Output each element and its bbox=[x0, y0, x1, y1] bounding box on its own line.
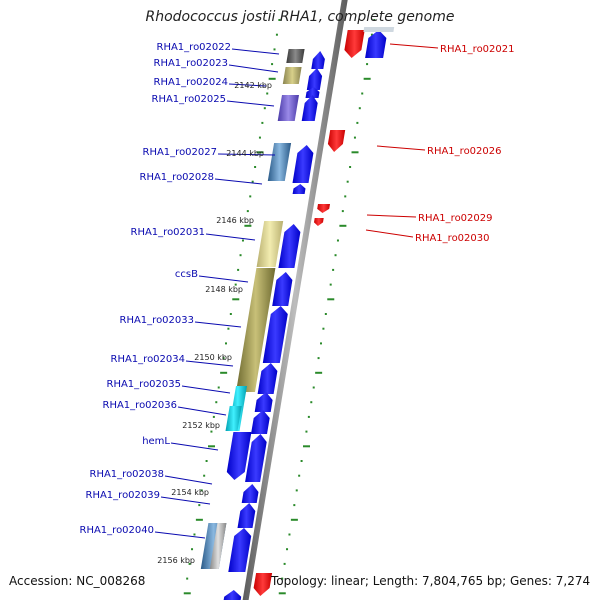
gene-arrow bbox=[241, 484, 259, 503]
gene-arrow bbox=[365, 30, 387, 58]
gene-arrow bbox=[306, 68, 323, 90]
kbp-tick-label: 2154 kbp bbox=[171, 488, 209, 497]
gene-arrow bbox=[253, 573, 273, 596]
gene-feature-block bbox=[256, 221, 284, 267]
page-title: Rhodococcus jostii RHA1, complete genome bbox=[145, 9, 455, 25]
gene-label-plus: RHA1_ro02026 bbox=[427, 146, 502, 157]
gene-label-leader bbox=[231, 48, 280, 55]
gene-arrow bbox=[327, 130, 346, 152]
gene-feature-block bbox=[209, 523, 227, 569]
gene-label-leader bbox=[181, 385, 231, 394]
gene-label-minus: RHA1_ro02031 bbox=[131, 227, 206, 238]
gene-label-leader bbox=[160, 496, 211, 505]
gene-label-leader bbox=[177, 406, 227, 416]
gene-label-plus: RHA1_ro02021 bbox=[440, 44, 515, 55]
gene-label-minus: RHA1_ro02022 bbox=[157, 42, 232, 53]
gene-arrow bbox=[311, 51, 325, 69]
gene-label-leader bbox=[185, 360, 234, 367]
gene-arrow bbox=[245, 434, 267, 482]
gene-label-leader bbox=[214, 178, 263, 185]
gene-label-minus: RHA1_ro02039 bbox=[86, 490, 161, 501]
gene-label-leader bbox=[164, 475, 213, 485]
gene-label-leader bbox=[205, 233, 256, 241]
gene-feature-block bbox=[277, 95, 299, 121]
gene-label-leader bbox=[389, 43, 439, 49]
gene-label-minus: RHA1_ro02028 bbox=[140, 172, 215, 183]
gene-arrow bbox=[262, 306, 288, 363]
kbp-tick-label: 2156 kbp bbox=[157, 556, 195, 565]
gene-label-minus: RHA1_ro02025 bbox=[152, 94, 227, 105]
gene-arrow bbox=[305, 87, 320, 98]
gene-label-leader bbox=[198, 275, 249, 283]
gene-arrow bbox=[272, 272, 293, 306]
gene-arrow bbox=[292, 184, 306, 194]
gene-arrow bbox=[301, 95, 318, 121]
genome-backbone bbox=[242, 0, 348, 600]
kbp-tick-label: 2144 kbp bbox=[226, 149, 264, 158]
gene-label-leader bbox=[217, 153, 276, 156]
kbp-tick-label: 2142 kbp bbox=[234, 81, 272, 90]
kbp-tick-label: 2150 kbp bbox=[194, 353, 232, 362]
gene-arrow bbox=[226, 432, 252, 480]
gene-label-leader bbox=[154, 531, 206, 539]
gene-arrow bbox=[251, 410, 270, 434]
gene-label-minus: RHA1_ro02036 bbox=[103, 400, 178, 411]
gene-label-minus: RHA1_ro02023 bbox=[154, 58, 229, 69]
gene-feature-block bbox=[363, 27, 395, 32]
gene-label-leader bbox=[170, 442, 219, 451]
gene-feature-block bbox=[282, 67, 302, 84]
gene-label-leader bbox=[226, 100, 275, 107]
gene-feature-block bbox=[225, 406, 242, 431]
gene-arrow bbox=[228, 528, 252, 572]
gene-label-leader bbox=[365, 229, 414, 238]
gene-label-plus: RHA1_ro02029 bbox=[418, 213, 493, 224]
gene-label-minus: RHA1_ro02035 bbox=[107, 379, 182, 390]
gene-label-minus: RHA1_ro02038 bbox=[90, 469, 165, 480]
gene-arrow bbox=[344, 30, 365, 58]
gene-label-minus: RHA1_ro02024 bbox=[154, 77, 229, 88]
gene-label-leader bbox=[376, 145, 426, 151]
kbp-tick-label: 2152 kbp bbox=[182, 421, 220, 430]
gene-arrow bbox=[278, 224, 301, 268]
gene-arrow bbox=[254, 392, 273, 412]
gene-label-minus: ccsB bbox=[175, 269, 198, 280]
gene-arrow bbox=[292, 145, 314, 183]
kbp-tick-label: 2148 kbp bbox=[205, 285, 243, 294]
gene-label-plus: RHA1_ro02030 bbox=[415, 233, 490, 244]
gene-arrow bbox=[257, 363, 278, 394]
topology-text: Topology: linear; Length: 7,804,765 bp; … bbox=[271, 574, 591, 588]
gene-feature-block bbox=[286, 49, 305, 63]
kbp-tick-label: 2146 kbp bbox=[216, 216, 254, 225]
gene-arrow bbox=[237, 503, 256, 528]
gene-arrow bbox=[223, 590, 242, 600]
accession-text: Accession: NC_008268 bbox=[9, 574, 146, 588]
gene-label-minus: RHA1_ro02027 bbox=[143, 147, 218, 158]
gene-label-minus: RHA1_ro02033 bbox=[120, 315, 195, 326]
gene-feature-block bbox=[236, 268, 276, 392]
gene-label-leader bbox=[228, 83, 267, 87]
gene-label-minus: RHA1_ro02034 bbox=[111, 354, 186, 365]
gene-arrow bbox=[314, 218, 324, 226]
gene-feature-block bbox=[267, 143, 292, 181]
gene-arrow bbox=[317, 204, 330, 213]
gene-label-leader bbox=[228, 64, 279, 73]
gene-label-leader bbox=[366, 214, 417, 218]
gene-label-minus: hemL bbox=[142, 436, 170, 447]
gene-label-minus: RHA1_ro02040 bbox=[80, 525, 155, 536]
gene-label-leader bbox=[194, 321, 242, 328]
